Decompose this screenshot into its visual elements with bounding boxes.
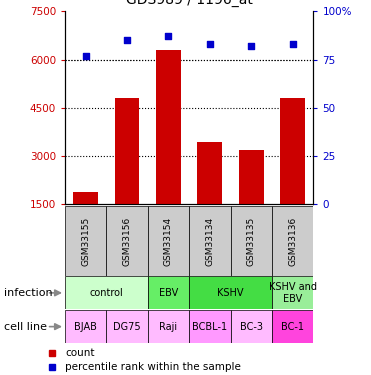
Text: KSHV and
EBV: KSHV and EBV: [269, 282, 317, 304]
Text: KSHV: KSHV: [217, 288, 244, 298]
FancyBboxPatch shape: [65, 276, 148, 309]
Point: [124, 37, 130, 43]
Bar: [73, 192, 98, 204]
Text: GSM33154: GSM33154: [164, 216, 173, 266]
FancyBboxPatch shape: [231, 310, 272, 343]
Text: BC-3: BC-3: [240, 322, 263, 332]
Text: BC-1: BC-1: [281, 322, 304, 332]
FancyBboxPatch shape: [65, 206, 106, 276]
Point: [165, 33, 171, 39]
FancyBboxPatch shape: [65, 310, 106, 343]
Text: DG75: DG75: [113, 322, 141, 332]
Text: infection: infection: [4, 288, 52, 298]
FancyBboxPatch shape: [189, 206, 231, 276]
Text: count: count: [65, 348, 95, 358]
Text: EBV: EBV: [159, 288, 178, 298]
Bar: [115, 98, 139, 204]
FancyBboxPatch shape: [272, 310, 313, 343]
FancyBboxPatch shape: [148, 276, 189, 309]
Text: control: control: [89, 288, 123, 298]
Text: GSM33134: GSM33134: [206, 216, 214, 266]
FancyBboxPatch shape: [148, 310, 189, 343]
FancyBboxPatch shape: [272, 276, 313, 309]
FancyBboxPatch shape: [189, 276, 272, 309]
FancyBboxPatch shape: [106, 310, 148, 343]
Text: Raji: Raji: [160, 322, 178, 332]
Text: GSM33135: GSM33135: [247, 216, 256, 266]
Text: cell line: cell line: [4, 322, 47, 332]
Title: GDS989 / 1196_at: GDS989 / 1196_at: [126, 0, 253, 8]
Text: BJAB: BJAB: [74, 322, 97, 332]
Text: percentile rank within the sample: percentile rank within the sample: [65, 362, 241, 372]
FancyBboxPatch shape: [231, 206, 272, 276]
Point: [290, 41, 296, 47]
Text: GSM33136: GSM33136: [288, 216, 297, 266]
Point: [83, 53, 89, 58]
Text: GSM33156: GSM33156: [122, 216, 132, 266]
FancyBboxPatch shape: [148, 206, 189, 276]
Text: GSM33155: GSM33155: [81, 216, 90, 266]
FancyBboxPatch shape: [272, 206, 313, 276]
Bar: [156, 50, 181, 204]
Bar: [280, 98, 305, 204]
FancyBboxPatch shape: [189, 310, 231, 343]
Text: BCBL-1: BCBL-1: [192, 322, 227, 332]
FancyBboxPatch shape: [106, 206, 148, 276]
Bar: [197, 142, 222, 204]
Point: [207, 41, 213, 47]
Bar: [239, 150, 264, 204]
Point: [249, 43, 255, 49]
